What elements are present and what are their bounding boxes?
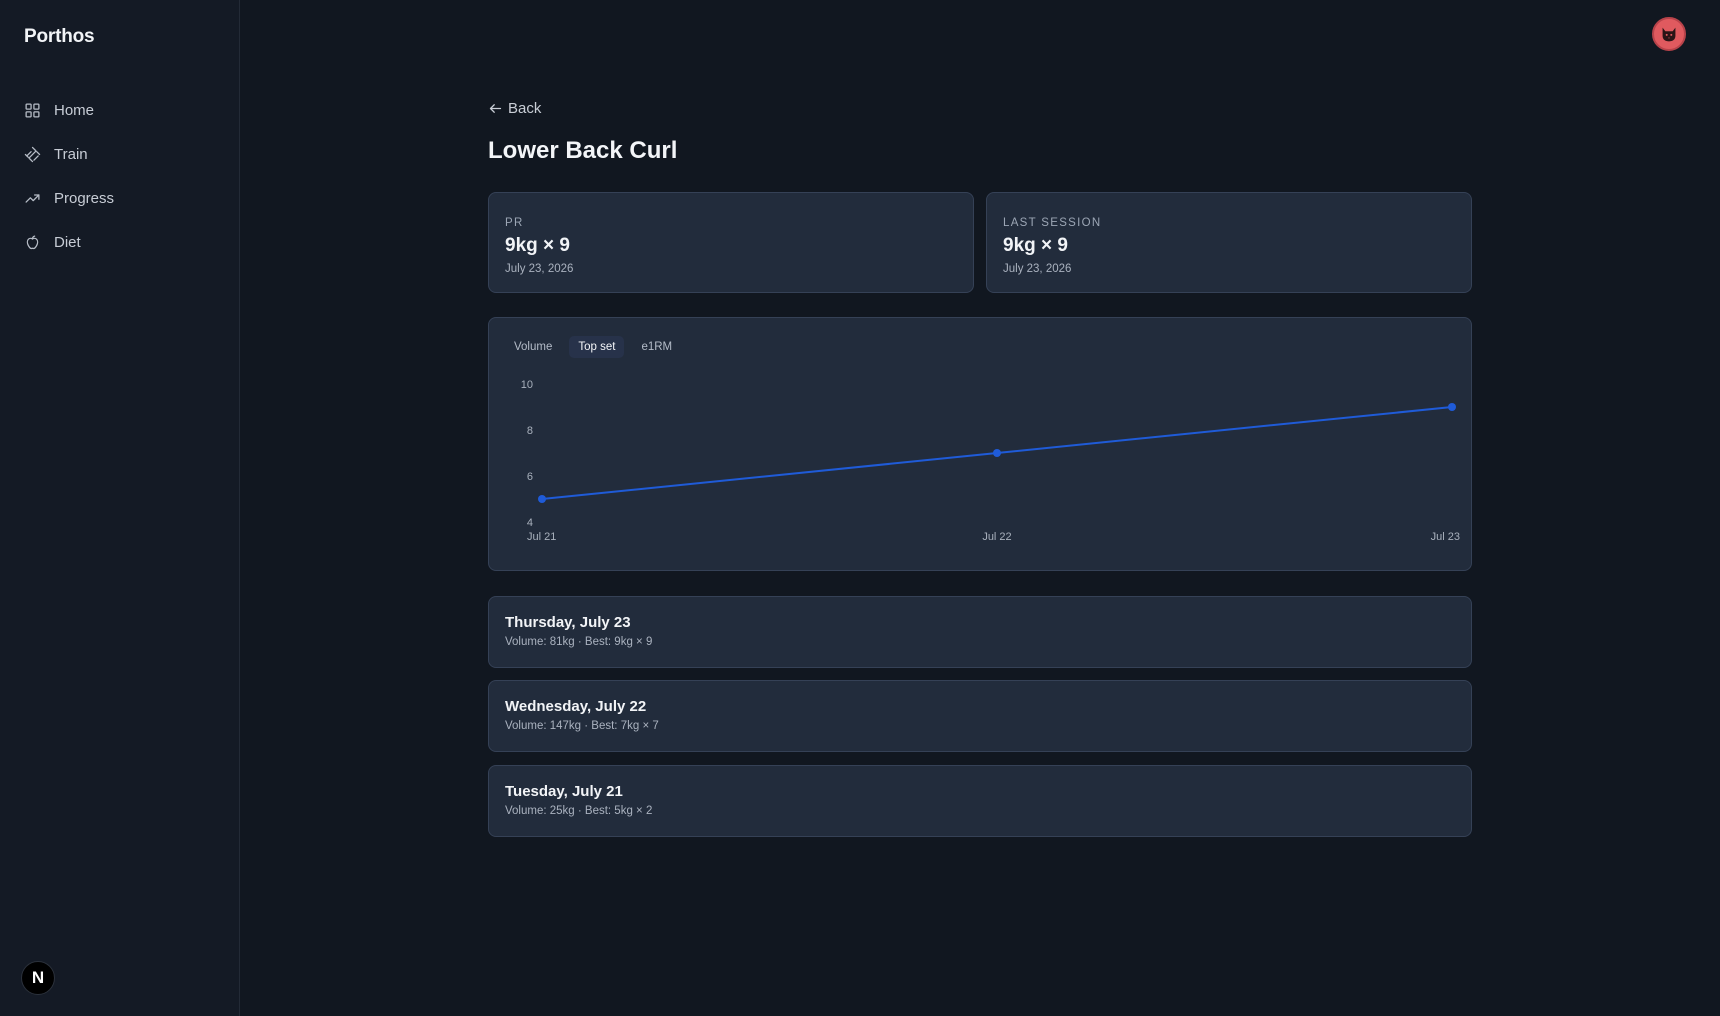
y-tick-label: 8	[527, 425, 533, 437]
tab-top-set[interactable]: Top set	[569, 336, 625, 358]
last-session-label: LAST SESSION	[1003, 217, 1102, 229]
sidebar-item-train[interactable]: Train	[0, 132, 240, 176]
session-row[interactable]: Wednesday, July 22 Volume: 147kg · Best:…	[488, 680, 1472, 752]
y-tick-label: 10	[521, 379, 533, 391]
last-session-value: 9kg × 9	[1003, 235, 1068, 256]
x-tick-label: Jul 22	[982, 531, 1011, 543]
top-set-line-chart: 4 6 8 10 Jul 21 Jul 22 Jul 23	[521, 379, 1460, 543]
back-label: Back	[508, 100, 542, 117]
data-point[interactable]	[1448, 403, 1456, 411]
trending-up-icon	[25, 193, 40, 203]
y-tick-label: 4	[527, 517, 533, 529]
apple-icon	[26, 234, 39, 249]
data-point[interactable]	[538, 495, 546, 503]
sidebar-item-label: Diet	[54, 233, 81, 251]
grid-icon	[25, 102, 40, 118]
session-date: Thursday, July 23	[505, 614, 631, 631]
user-avatar[interactable]	[1652, 17, 1686, 51]
last-session-card: LAST SESSION 9kg × 9 July 23, 2026	[986, 192, 1472, 293]
x-tick-label: Jul 21	[527, 531, 556, 543]
brand-logo-text[interactable]: Porthos	[24, 26, 95, 47]
arrow-left-icon	[489, 104, 502, 113]
session-row[interactable]: Thursday, July 23 Volume: 81kg · Best: 9…	[488, 596, 1472, 668]
cat-face-icon	[1662, 27, 1676, 42]
page-title: Lower Back Curl	[488, 137, 678, 164]
last-session-date: July 23, 2026	[1003, 263, 1072, 275]
tab-volume[interactable]: Volume	[514, 341, 553, 353]
session-summary: Volume: 25kg · Best: 5kg × 2	[505, 805, 653, 817]
session-date: Tuesday, July 21	[505, 783, 623, 800]
sidebar-item-progress[interactable]: Progress	[0, 176, 240, 220]
tab-e1rm[interactable]: e1RM	[641, 341, 673, 353]
pr-value: 9kg × 9	[505, 235, 570, 256]
x-tick-label: Jul 23	[1431, 531, 1460, 543]
session-date: Wednesday, July 22	[505, 698, 647, 715]
back-link[interactable]: Back	[488, 100, 541, 117]
session-row[interactable]: Tuesday, July 21 Volume: 25kg · Best: 5k…	[488, 765, 1472, 837]
sidebar-item-label: Home	[54, 101, 95, 119]
pr-date: July 23, 2026	[505, 263, 574, 275]
pr-label: PR	[505, 217, 524, 229]
sidebar-item-home[interactable]: Home	[0, 88, 240, 132]
sidebar-item-diet[interactable]: Diet	[0, 220, 240, 264]
chart-card: Volume Top set e1RM 4 6 8 10 Jul 21 Jul 22 Jul…	[488, 317, 1472, 571]
sidebar: Porthos Home Train Progress Diet N	[0, 0, 240, 1016]
dumbbell-icon	[24, 146, 41, 162]
sidebar-item-label: Progress	[54, 189, 115, 207]
sidebar-item-label: Train	[54, 145, 88, 163]
session-summary: Volume: 81kg · Best: 9kg × 9	[505, 636, 653, 648]
pr-card: PR 9kg × 9 July 23, 2026	[488, 192, 974, 293]
dev-tools-badge[interactable]: N	[21, 961, 55, 995]
data-point[interactable]	[993, 449, 1001, 457]
session-summary: Volume: 147kg · Best: 7kg × 7	[505, 720, 659, 732]
chart-tabs: Volume Top set e1RM	[505, 336, 681, 358]
y-tick-label: 6	[527, 471, 533, 483]
sidebar-nav: Home Train Progress Diet	[0, 88, 240, 264]
